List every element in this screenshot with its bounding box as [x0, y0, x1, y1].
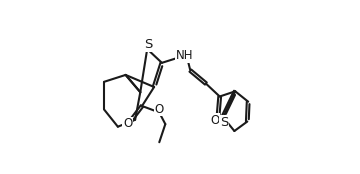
- Text: O: O: [123, 117, 132, 130]
- Text: S: S: [220, 116, 228, 129]
- Text: S: S: [144, 38, 152, 51]
- Text: NH: NH: [176, 49, 193, 62]
- Text: O: O: [210, 114, 220, 127]
- Text: O: O: [154, 103, 163, 116]
